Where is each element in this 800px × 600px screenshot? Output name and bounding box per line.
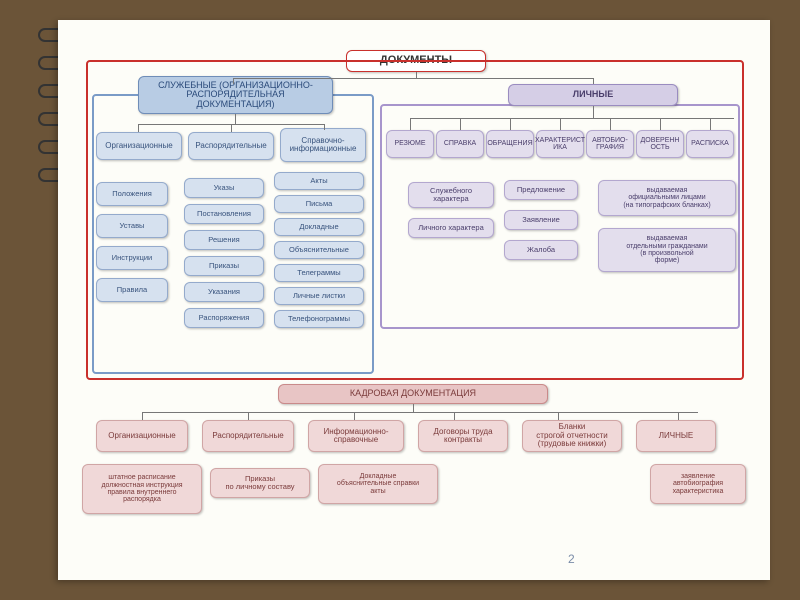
blue-header: СЛУЖЕБНЫЕ (ОРГАНИЗАЦИОННО- РАСПОРЯДИТЕЛЬ… <box>138 76 333 114</box>
purple-header: ЛИЧНЫЕ <box>508 84 678 106</box>
blue-item: Объяснительные <box>274 241 364 259</box>
page-number: 2 <box>568 552 575 566</box>
purple-cat-3: ХАРАКТЕРИСТ ИКА <box>536 130 584 158</box>
blue-item: Указания <box>184 282 264 302</box>
blue-item: Положения <box>96 182 168 206</box>
purple-item: выдаваемая официальными лицами (на типог… <box>598 180 736 216</box>
pink-cat-0: Организационные <box>96 420 188 452</box>
blue-item: Уставы <box>96 214 168 238</box>
purple-cat-2: ОБРАЩЕНИЯ <box>486 130 534 158</box>
blue-item: Указы <box>184 178 264 198</box>
blue-item: Телеграммы <box>274 264 364 282</box>
purple-cat-4: АВТОБИО- ГРАФИЯ <box>586 130 634 158</box>
pink-item: штатное расписание должностная инструкци… <box>82 464 202 514</box>
blue-item: Распоряжения <box>184 308 264 328</box>
purple-cat-0: РЕЗЮМЕ <box>386 130 434 158</box>
purple-item: выдаваемая отдельными гражданами (в прои… <box>598 228 736 272</box>
pink-item: Докладные объяснительные справки акты <box>318 464 438 504</box>
pink-item: Приказы по личному составу <box>210 468 310 498</box>
blue-item: Инструкции <box>96 246 168 270</box>
blue-item: Телефонограммы <box>274 310 364 328</box>
purple-item: Жалоба <box>504 240 578 260</box>
notebook-page: ДОКУМЕНТЫ СЛУЖЕБНЫЕ (ОРГАНИЗАЦИОННО- РАС… <box>58 20 770 580</box>
purple-cat-6: РАСПИСКА <box>686 130 734 158</box>
blue-item: Правила <box>96 278 168 302</box>
blue-cat-2: Справочно- информационные <box>280 128 366 162</box>
pink-header: КАДРОВАЯ ДОКУМЕНТАЦИЯ <box>278 384 548 404</box>
blue-item: Личные листки <box>274 287 364 305</box>
blue-cat-1: Распорядительные <box>188 132 274 160</box>
diagram: ДОКУМЕНТЫ СЛУЖЕБНЫЕ (ОРГАНИЗАЦИОННО- РАС… <box>78 32 758 568</box>
pink-cat-3: Договоры труда контракты <box>418 420 508 452</box>
blue-item: Докладные <box>274 218 364 236</box>
blue-cat-0: Организационные <box>96 132 182 160</box>
pink-cat-4: Бланки строгой отчетности (трудовые книж… <box>522 420 622 452</box>
purple-item: Заявление <box>504 210 578 230</box>
blue-item: Письма <box>274 195 364 213</box>
purple-item: Личного характера <box>408 218 494 238</box>
purple-cat-1: СПРАВКА <box>436 130 484 158</box>
pink-cat-2: Информационно- справочные <box>308 420 404 452</box>
blue-item: Решения <box>184 230 264 250</box>
pink-cat-1: Распорядительные <box>202 420 294 452</box>
purple-item: Предложение <box>504 180 578 200</box>
pink-item: заявление автобиография характеристика <box>650 464 746 504</box>
blue-item: Постановления <box>184 204 264 224</box>
purple-item: Служебного характера <box>408 182 494 208</box>
purple-cat-5: ДОВЕРЕНН ОСТЬ <box>636 130 684 158</box>
blue-item: Акты <box>274 172 364 190</box>
blue-item: Приказы <box>184 256 264 276</box>
pink-cat-5: ЛИЧНЫЕ <box>636 420 716 452</box>
